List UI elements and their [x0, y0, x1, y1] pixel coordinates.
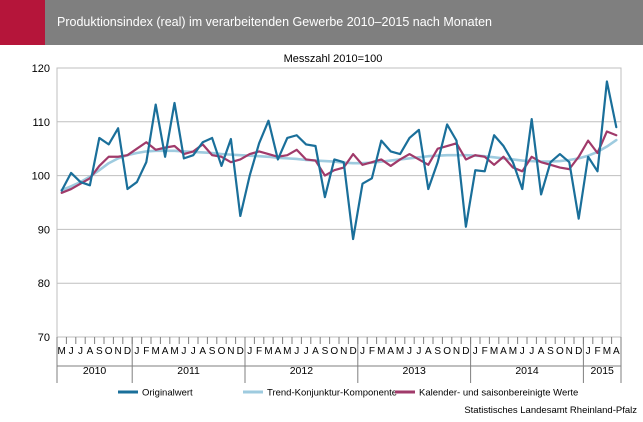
- grid-layer: [56, 67, 622, 338]
- x-month-label: M: [377, 346, 385, 357]
- x-month-label: F: [256, 346, 262, 357]
- x-month-label: O: [330, 346, 338, 357]
- year-label: 2014: [515, 365, 539, 377]
- x-month-label: F: [482, 346, 488, 357]
- x-month-label: J: [69, 346, 74, 357]
- x-month-label: S: [434, 346, 441, 357]
- legend-label: Originalwert: [142, 388, 193, 399]
- source-note: Statistisches Landesamt Rheinland-Pfalz: [464, 405, 637, 416]
- year-label: 2012: [290, 365, 314, 377]
- series-layer: [60, 80, 618, 241]
- x-month-label: D: [124, 346, 131, 357]
- y-tick-label: 70: [38, 332, 50, 344]
- x-month-label: J: [360, 346, 365, 357]
- y-tick-label: 120: [32, 63, 50, 75]
- x-month-label: M: [58, 346, 66, 357]
- x-month-label: A: [87, 346, 94, 357]
- x-month-label: D: [237, 346, 244, 357]
- x-month-label: J: [304, 346, 309, 357]
- x-month-label: J: [416, 346, 421, 357]
- x-month-label: J: [586, 346, 591, 357]
- x-month-label: J: [407, 346, 412, 357]
- legend-label: Trend-Konjunktur-Komponente: [267, 388, 397, 399]
- x-month-label: S: [322, 346, 329, 357]
- x-month-label: M: [396, 346, 404, 357]
- plot-frame: [56, 67, 622, 338]
- x-month-label: N: [340, 346, 347, 357]
- x-month-label: M: [490, 346, 498, 357]
- x-month-label: O: [218, 346, 226, 357]
- x-month-label: O: [443, 346, 451, 357]
- x-month-label: A: [500, 346, 507, 357]
- chart-title: Produktionsindex (real) im verarbeitende…: [57, 15, 492, 29]
- x-month-label: S: [96, 346, 103, 357]
- y-tick-label: 90: [38, 224, 50, 236]
- x-month-label: M: [152, 346, 160, 357]
- title-bar: [0, 0, 643, 45]
- x-month-label: D: [349, 346, 356, 357]
- legend-layer: Originalwert Trend-Konjunktur-Komponente K…: [118, 388, 578, 399]
- x-month-label: N: [566, 346, 573, 357]
- x-month-label: A: [538, 346, 545, 357]
- x-month-label: J: [294, 346, 299, 357]
- x-month-label: J: [473, 346, 478, 357]
- x-month-label: A: [275, 346, 282, 357]
- x-month-label: F: [143, 346, 149, 357]
- year-label: 2013: [403, 365, 427, 377]
- chart-subtitle: Messzahl 2010=100: [284, 53, 383, 65]
- y-tick-label: 110: [32, 117, 50, 129]
- x-month-label: F: [369, 346, 375, 357]
- x-month-label: S: [209, 346, 216, 357]
- x-month-label: J: [78, 346, 83, 357]
- x-month-label: M: [170, 346, 178, 357]
- x-month-label: M: [509, 346, 517, 357]
- x-month-label: D: [462, 346, 469, 357]
- x-month-label: M: [264, 346, 272, 357]
- x-month-label: A: [162, 346, 169, 357]
- x-month-label: N: [227, 346, 234, 357]
- x-month-label: S: [547, 346, 554, 357]
- x-month-label: O: [105, 346, 113, 357]
- x-month-label: D: [575, 346, 582, 357]
- x-month-label: A: [387, 346, 394, 357]
- x-month-label: F: [594, 346, 600, 357]
- x-month-label: J: [529, 346, 534, 357]
- x-month-label: J: [247, 346, 252, 357]
- x-month-label: J: [134, 346, 139, 357]
- x-month-label: N: [114, 346, 121, 357]
- legend-label: Kalender- und saisonbereinigte Werte: [419, 388, 578, 399]
- x-month-label: A: [425, 346, 432, 357]
- y-tick-label: 100: [32, 171, 50, 183]
- x-month-label: J: [181, 346, 186, 357]
- x-month-label: J: [520, 346, 525, 357]
- x-month-label: A: [199, 346, 206, 357]
- x-month-label: A: [613, 346, 620, 357]
- x-month-label: M: [283, 346, 291, 357]
- accent-square: [0, 0, 45, 45]
- series-line-trend-konjunktur-komponente: [60, 138, 618, 192]
- x-month-label: N: [453, 346, 460, 357]
- x-month-label: J: [191, 346, 196, 357]
- year-label: 2010: [83, 365, 107, 377]
- year-label: 2011: [177, 365, 200, 377]
- series-line-originalwert: [60, 80, 618, 241]
- series-line-kalender-und-saisonbereinigte-werte: [60, 130, 618, 194]
- x-month-label: A: [312, 346, 319, 357]
- year-label: 2015: [591, 365, 615, 377]
- x-month-label: O: [556, 346, 564, 357]
- y-tick-label: 80: [38, 278, 50, 290]
- x-month-label: M: [603, 346, 611, 357]
